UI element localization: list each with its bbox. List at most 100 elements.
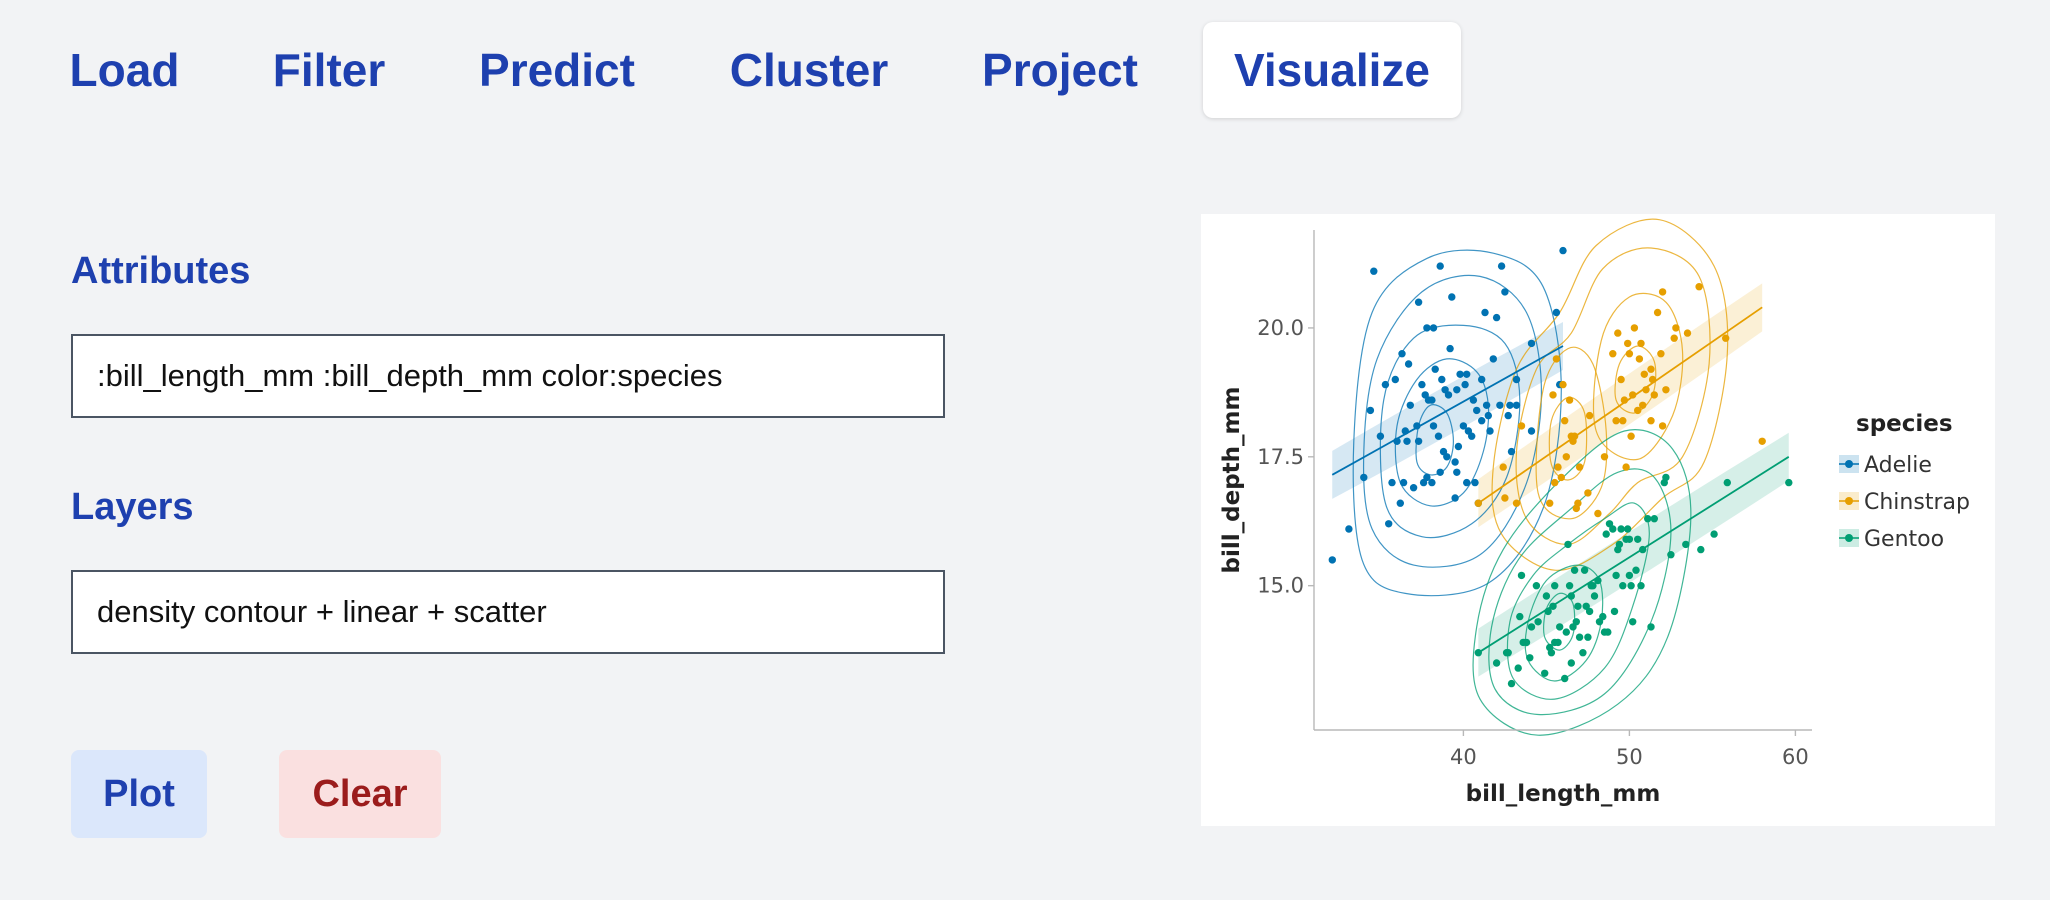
chinstrap-point [1617, 375, 1625, 384]
gentoo-point [1639, 545, 1647, 554]
adelie-point [1423, 324, 1431, 332]
chinstrap-density-contour-0 [1614, 345, 1657, 414]
adelie-point [1396, 499, 1404, 507]
gentoo-point [1697, 545, 1705, 554]
adelie-point [1482, 401, 1491, 409]
adelie-point [1448, 293, 1456, 301]
chinstrap-point [1622, 463, 1630, 471]
chinstrap-point [1629, 391, 1637, 399]
chinstrap-point [1574, 499, 1582, 507]
chinstrap-point [1609, 350, 1617, 358]
adelie-point [1401, 427, 1409, 435]
gentoo-point [1584, 633, 1592, 641]
gentoo-regression-line [1477, 456, 1790, 654]
adelie-point [1366, 406, 1375, 415]
adelie-point [1486, 427, 1494, 435]
gentoo-point [1625, 535, 1634, 543]
chinstrap-point [1657, 350, 1665, 358]
tab-visualize[interactable]: Visualize [1203, 22, 1461, 118]
gentoo-point [1534, 618, 1542, 626]
adelie-point [1489, 355, 1497, 363]
tab-project[interactable]: Project [982, 44, 1138, 96]
gentoo-point [1667, 551, 1675, 559]
adelie-point [1496, 401, 1504, 409]
adelie-point [1512, 401, 1521, 409]
adelie-point [1391, 375, 1399, 384]
gentoo-point [1602, 530, 1610, 538]
gentoo-point [1549, 602, 1557, 610]
chinstrap-point [1612, 417, 1620, 425]
chinstrap-point [1559, 380, 1567, 389]
gentoo-point [1580, 566, 1589, 574]
chinstrap-point [1647, 417, 1655, 425]
adelie-point [1388, 478, 1396, 487]
chinstrap-point [1594, 509, 1602, 518]
gentoo-point [1599, 612, 1607, 621]
chinstrap-point [1620, 396, 1629, 404]
adelie-point [1413, 422, 1421, 430]
chinstrap-point [1517, 422, 1526, 430]
layers-label: Layers [71, 486, 194, 528]
adelie-point [1403, 437, 1411, 445]
gentoo-point [1541, 669, 1549, 677]
tab-cluster[interactable]: Cluster [729, 44, 889, 96]
chinstrap-point [1647, 365, 1655, 373]
adelie-point [1484, 411, 1492, 420]
gentoo-point [1644, 515, 1652, 523]
legend-label-gentoo: Gentoo [1864, 527, 1944, 552]
adelie-point [1478, 375, 1486, 384]
chinstrap-point [1557, 473, 1565, 482]
x-tick-label: 50 [1616, 745, 1643, 769]
adelie-point [1527, 427, 1536, 435]
adelie-point [1398, 350, 1406, 358]
gentoo-point [1579, 649, 1587, 657]
tab-filter[interactable]: Filter [272, 44, 386, 96]
chinstrap-density-contour-3 [1535, 346, 1608, 520]
adelie-density-contour-3 [1362, 274, 1543, 568]
adelie-point [1507, 447, 1516, 456]
chinstrap-point [1637, 339, 1645, 348]
chinstrap-point [1501, 494, 1509, 502]
gentoo-point [1551, 582, 1559, 590]
gentoo-point [1562, 628, 1570, 636]
gentoo-point [1682, 540, 1690, 549]
tab-load[interactable]: Load [69, 44, 180, 96]
gentoo-point [1785, 478, 1793, 487]
chinstrap-point [1635, 355, 1644, 363]
adelie-point [1527, 339, 1536, 348]
adelie-point [1381, 380, 1390, 389]
adelie-point [1429, 324, 1438, 332]
adelie-point [1497, 262, 1506, 270]
chinstrap-point [1648, 375, 1657, 384]
adelie-point [1370, 267, 1378, 275]
clear-button[interactable]: Clear [279, 750, 441, 838]
plot-button[interactable]: Plot [71, 750, 207, 838]
chinstrap-point [1624, 339, 1632, 348]
gentoo-point [1564, 540, 1572, 549]
tab-predict[interactable]: Predict [479, 44, 635, 96]
gentoo-point [1522, 638, 1531, 647]
chinstrap-point [1499, 463, 1507, 471]
gentoo-point [1625, 571, 1634, 580]
chinstrap-point [1554, 463, 1562, 471]
chinstrap-point [1658, 288, 1667, 296]
adelie-point [1453, 468, 1461, 476]
attributes-input[interactable] [71, 334, 945, 418]
gentoo-point [1662, 473, 1670, 482]
adelie-point [1559, 246, 1567, 255]
adelie-point [1436, 468, 1444, 476]
legend-title: species [1856, 411, 1953, 437]
chinstrap-point [1722, 334, 1730, 342]
adelie-point [1418, 380, 1426, 389]
chinstrap-density-contour-1 [1548, 396, 1588, 481]
chinstrap-point [1546, 499, 1554, 507]
legend-marker-chinstrap [1845, 497, 1853, 505]
adelie-point [1459, 422, 1468, 430]
adelie-point [1501, 288, 1509, 296]
chinstrap-point [1627, 432, 1635, 440]
layers-input[interactable] [71, 570, 945, 654]
gentoo-point [1504, 649, 1512, 657]
gentoo-point [1532, 582, 1541, 590]
gentoo-point [1526, 654, 1534, 662]
chinstrap-point [1650, 391, 1658, 399]
